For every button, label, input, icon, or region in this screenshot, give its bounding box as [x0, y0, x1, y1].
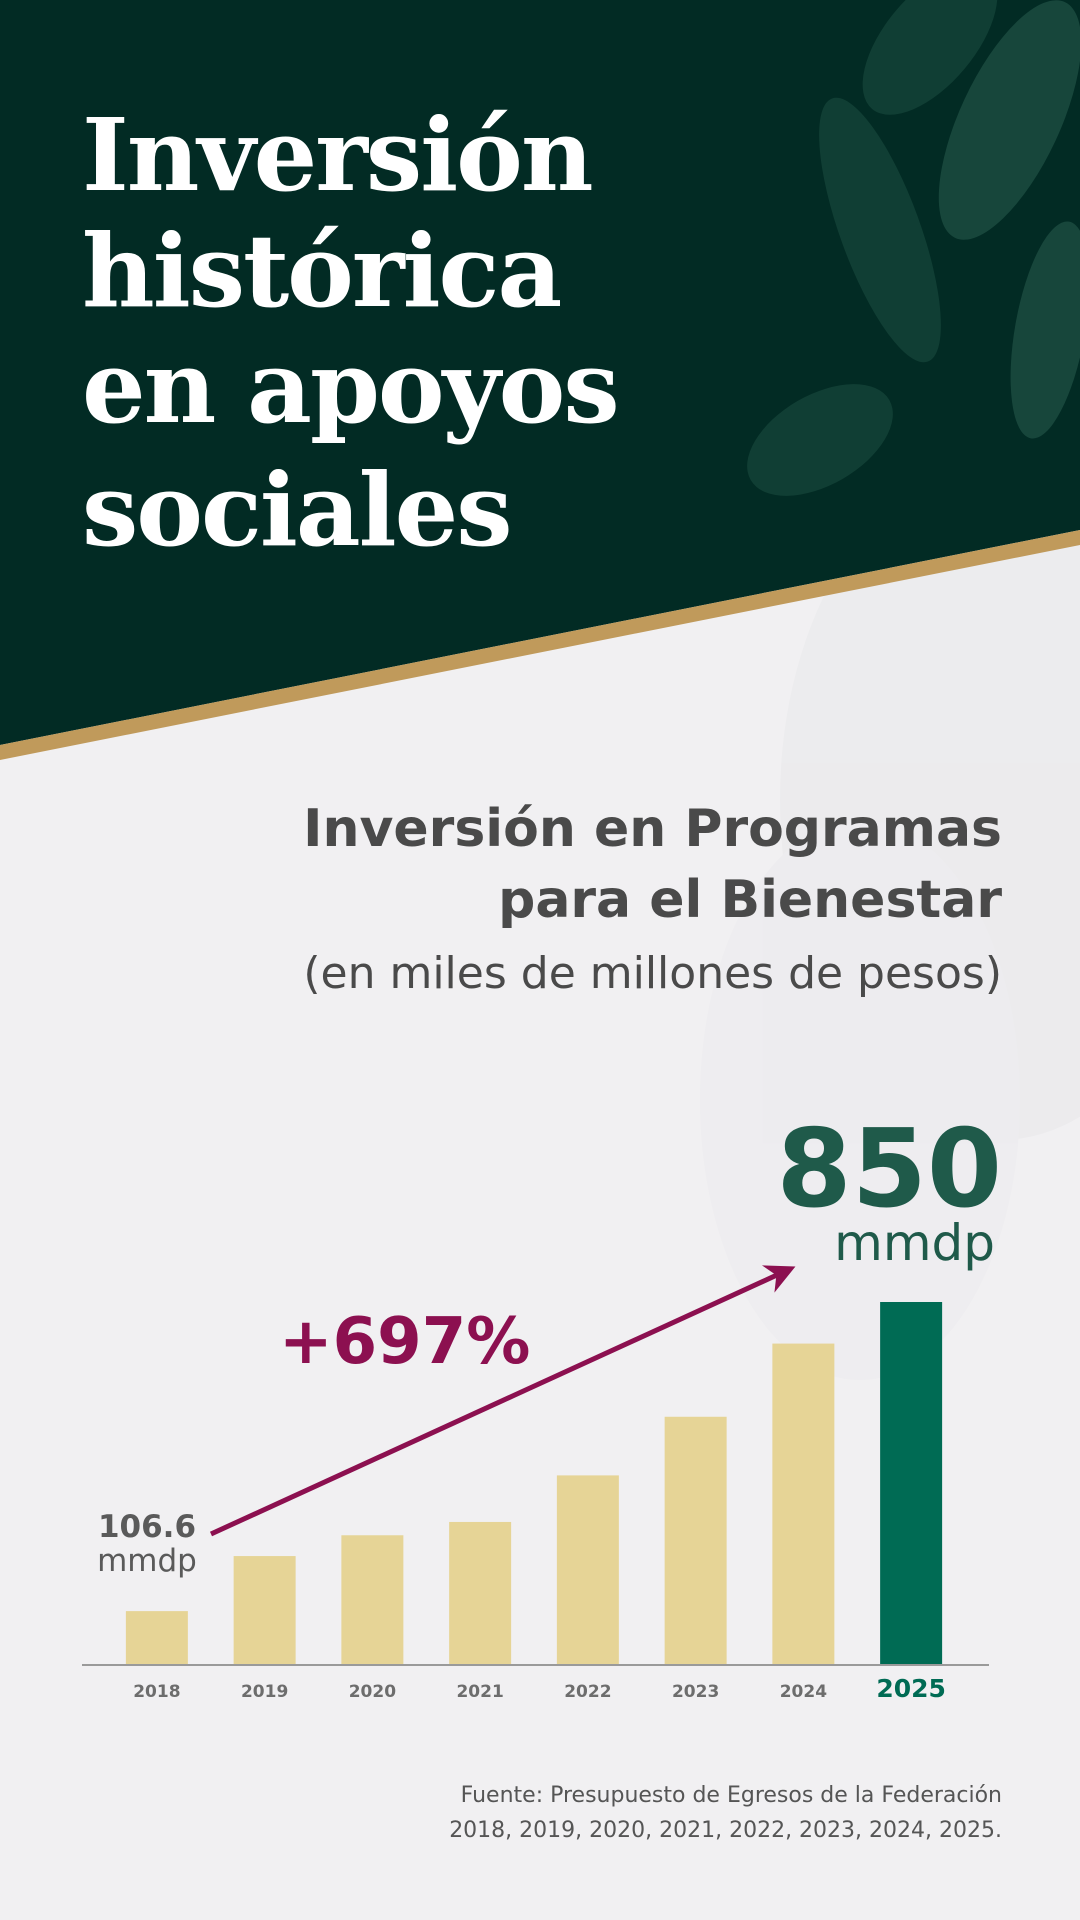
- value-unit: mmdp: [834, 1214, 995, 1272]
- bar: [341, 1535, 404, 1665]
- bar: [449, 1521, 512, 1665]
- bar: [125, 1611, 188, 1665]
- x-tick-label: 2025: [876, 1674, 946, 1703]
- bar: [772, 1343, 835, 1665]
- title-line: sociales: [82, 451, 511, 569]
- bar: [664, 1416, 727, 1665]
- header-decor: [747, 0, 1080, 496]
- title-line: Inversión: [82, 96, 592, 214]
- x-tick-label: 2018: [133, 1682, 180, 1702]
- bar: [880, 1302, 943, 1665]
- x-tick-label: 2020: [349, 1682, 396, 1702]
- gold-stripe: [0, 530, 1080, 760]
- bar: [556, 1475, 619, 1665]
- value-label: 850: [777, 1107, 1002, 1232]
- value-unit: mmdp: [97, 1543, 197, 1579]
- source: 2018, 2019, 2020, 2021, 2022, 2023, 2024…: [449, 1818, 1002, 1843]
- header-band: [0, 0, 1080, 745]
- background-decor: [700, 460, 1080, 1380]
- chart-subtitle: (en miles de millones de pesos): [303, 948, 1002, 999]
- x-tick-label: 2024: [780, 1682, 827, 1702]
- x-tick-label: 2021: [456, 1682, 503, 1702]
- source: Fuente: Presupuesto de Egresos de la Fed…: [461, 1783, 1002, 1808]
- x-tick-label: 2019: [241, 1682, 288, 1702]
- x-tick-label: 2023: [672, 1682, 719, 1702]
- value-label: 106.6: [98, 1509, 196, 1545]
- title-line: histórica: [82, 212, 560, 330]
- x-tick-label: 2022: [564, 1682, 611, 1702]
- chart-title: Inversión en Programas: [303, 799, 1002, 859]
- bar: [233, 1556, 296, 1665]
- title-line: en apoyos: [82, 328, 618, 446]
- growth-arrow: [209, 1265, 796, 1537]
- growth-annotation: +697%: [279, 1305, 530, 1379]
- chart-title: para el Bienestar: [498, 870, 1002, 930]
